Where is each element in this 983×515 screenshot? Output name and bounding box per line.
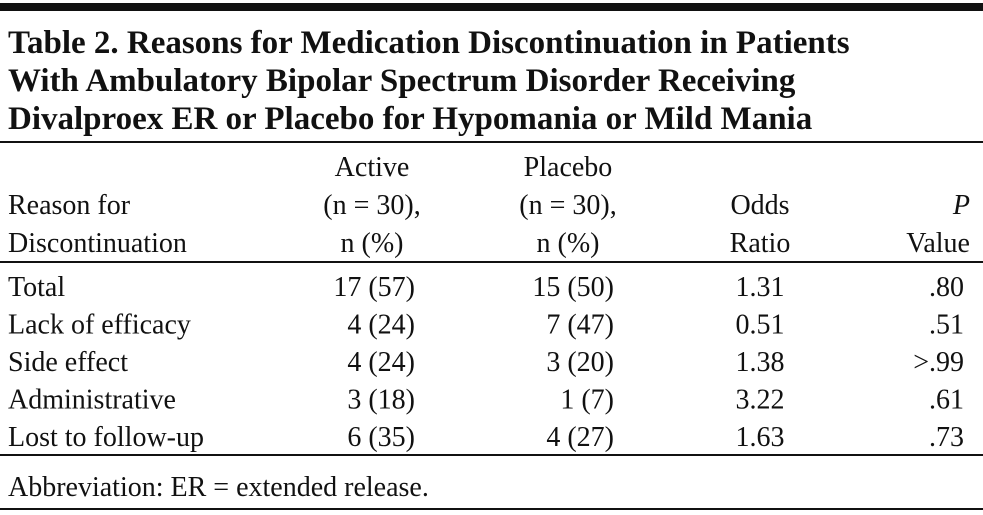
cell: 4 (27) [546, 422, 614, 453]
column-header: Reason for [8, 190, 131, 221]
cell: 1.63 [736, 422, 785, 453]
rule [0, 141, 983, 143]
column-header: (n = 30), [323, 190, 420, 221]
row-label: Total [8, 272, 65, 303]
rule [0, 508, 983, 510]
cell: 1 (7) [560, 385, 614, 416]
cell: 0.51 [736, 310, 785, 341]
table-title: With Ambulatory Bipolar Spectrum Disorde… [8, 63, 796, 99]
cell: 4 (24) [347, 347, 415, 378]
cell: .61 [929, 385, 964, 416]
cell: 1.31 [736, 272, 785, 303]
cell: 6 (35) [347, 422, 415, 453]
row-label: Side effect [8, 347, 128, 378]
column-header: P [952, 190, 970, 221]
column-header: Odds [730, 190, 789, 221]
row-label: Lost to follow-up [8, 422, 204, 453]
cell: .73 [929, 422, 964, 453]
cell: .80 [929, 272, 964, 303]
rule [0, 261, 983, 263]
cell: 3 (18) [347, 385, 415, 416]
cell: 3 (20) [546, 347, 614, 378]
cell: .51 [929, 310, 964, 341]
cell: 7 (47) [546, 310, 614, 341]
table-title: Divalproex ER or Placebo for Hypomania o… [8, 101, 812, 137]
cell: 17 (57) [333, 272, 415, 303]
column-header: Value [906, 228, 970, 259]
row-label: Lack of efficacy [8, 310, 191, 341]
table-title: Table 2. Reasons for Medication Disconti… [8, 25, 850, 61]
cell: 1.38 [736, 347, 785, 378]
row-label: Administrative [8, 385, 176, 416]
cell: >.99 [913, 347, 964, 378]
column-header: Discontinuation [8, 228, 187, 259]
column-header: Placebo [524, 152, 613, 183]
column-header: Ratio [730, 228, 791, 259]
cell: 3.22 [736, 385, 785, 416]
rule [0, 454, 983, 456]
footnote: Abbreviation: ER = extended release. [8, 472, 429, 503]
column-header: Active [335, 152, 410, 183]
cell: 4 (24) [347, 310, 415, 341]
top-bar [0, 3, 983, 11]
content: Table 2. Reasons for Medication Disconti… [8, 25, 970, 503]
column-header: (n = 30), [519, 190, 616, 221]
cell: 15 (50) [532, 272, 614, 303]
column-header: n (%) [341, 228, 404, 259]
column-header: n (%) [537, 228, 600, 259]
